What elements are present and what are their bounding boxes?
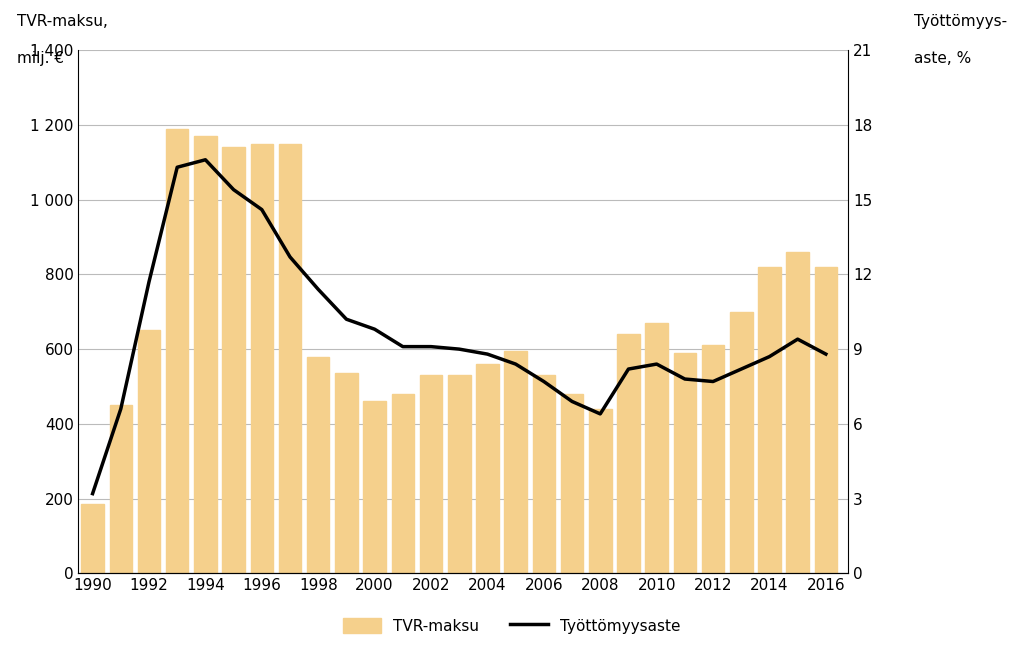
Text: Työttömyys-: Työttömyys-	[913, 14, 1007, 29]
Bar	[137, 330, 161, 574]
Bar	[505, 351, 527, 574]
Legend: TVR-maksu, Työttömyysaste: TVR-maksu, Työttömyysaste	[337, 611, 687, 640]
Bar	[279, 144, 301, 574]
Bar	[420, 375, 442, 574]
Text: TVR-maksu,: TVR-maksu,	[16, 14, 108, 29]
Bar	[391, 394, 414, 574]
Bar	[307, 356, 330, 574]
Bar	[589, 409, 611, 574]
Bar	[617, 334, 640, 574]
Bar	[532, 375, 555, 574]
Bar	[674, 353, 696, 574]
Bar	[786, 252, 809, 574]
Bar	[81, 504, 103, 574]
Bar	[645, 323, 668, 574]
Bar	[364, 402, 386, 574]
Bar	[335, 373, 357, 574]
Bar	[447, 375, 470, 574]
Bar	[110, 405, 132, 574]
Bar	[166, 129, 188, 574]
Bar	[251, 144, 273, 574]
Bar	[476, 364, 499, 574]
Bar	[730, 312, 753, 574]
Bar	[814, 267, 838, 574]
Bar	[195, 136, 217, 574]
Bar	[701, 345, 724, 574]
Text: aste, %: aste, %	[913, 51, 971, 66]
Bar	[758, 267, 780, 574]
Bar	[561, 394, 584, 574]
Bar	[222, 147, 245, 574]
Text: milj. €: milj. €	[16, 51, 63, 66]
